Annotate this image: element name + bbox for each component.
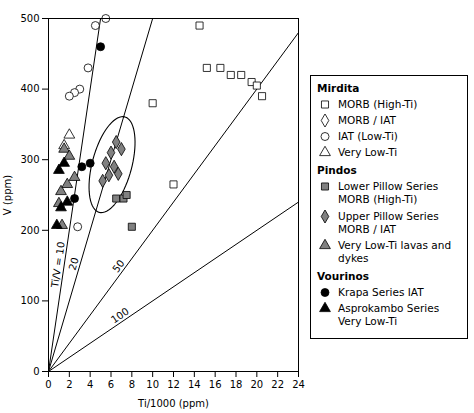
svg-text:8: 8: [129, 379, 135, 390]
svg-text:200: 200: [20, 225, 39, 236]
html-text:Pindos: Pindos: [317, 164, 357, 177]
svg-text:16: 16: [209, 379, 222, 390]
svg-text:14: 14: [188, 379, 201, 390]
html-text:Lower Pillow Series MORB (High: Lower Pillow Series MORB (High-Ti): [338, 180, 439, 206]
svg-text:100: 100: [20, 295, 39, 306]
svg-text:18: 18: [230, 379, 243, 390]
svg-text:Ti/V = 10: Ti/V = 10: [49, 241, 67, 289]
svg-text:Ti/1000 (ppm): Ti/1000 (ppm): [137, 398, 209, 409]
html-text:Very Low-Ti: Very Low-Ti: [338, 146, 398, 158]
svg-text:24: 24: [292, 379, 305, 390]
svg-text:V (ppm): V (ppm): [2, 175, 13, 215]
html-text:Very Low-Ti lavas and dykes: Very Low-Ti lavas and dykes: [338, 238, 452, 264]
html-text:Upper Pillow Series MORB / IAT: Upper Pillow Series MORB / IAT: [338, 209, 439, 235]
svg-text:50: 50: [110, 258, 126, 275]
html-text:MORB / IAT: MORB / IAT: [338, 113, 396, 126]
svg-text:2: 2: [66, 379, 72, 390]
svg-text:0: 0: [45, 379, 51, 390]
html-text:Mirdita: Mirdita: [317, 81, 360, 94]
svg-text:300: 300: [20, 154, 39, 165]
svg-text:12: 12: [167, 379, 180, 390]
html-text:Asprokambo Series Very Low-Ti: Asprokambo Series Very Low-Ti: [338, 302, 440, 328]
svg-text:4: 4: [87, 379, 93, 390]
svg-text:100: 100: [109, 306, 131, 326]
svg-text:10: 10: [146, 379, 159, 390]
svg-text:0: 0: [33, 366, 39, 377]
html-text:Krapa Series IAT: Krapa Series IAT: [338, 286, 424, 299]
html-text:IAT (Low-Ti): IAT (Low-Ti): [338, 129, 398, 142]
svg-text:20: 20: [67, 256, 81, 271]
html-text:MORB (High-Ti): MORB (High-Ti): [338, 97, 418, 110]
svg-text:6: 6: [108, 379, 114, 390]
svg-text:500: 500: [20, 13, 39, 24]
svg-text:22: 22: [271, 379, 284, 390]
svg-text:400: 400: [20, 83, 39, 94]
svg-text:20: 20: [250, 379, 263, 390]
html-text:Vourinos: Vourinos: [317, 270, 369, 282]
